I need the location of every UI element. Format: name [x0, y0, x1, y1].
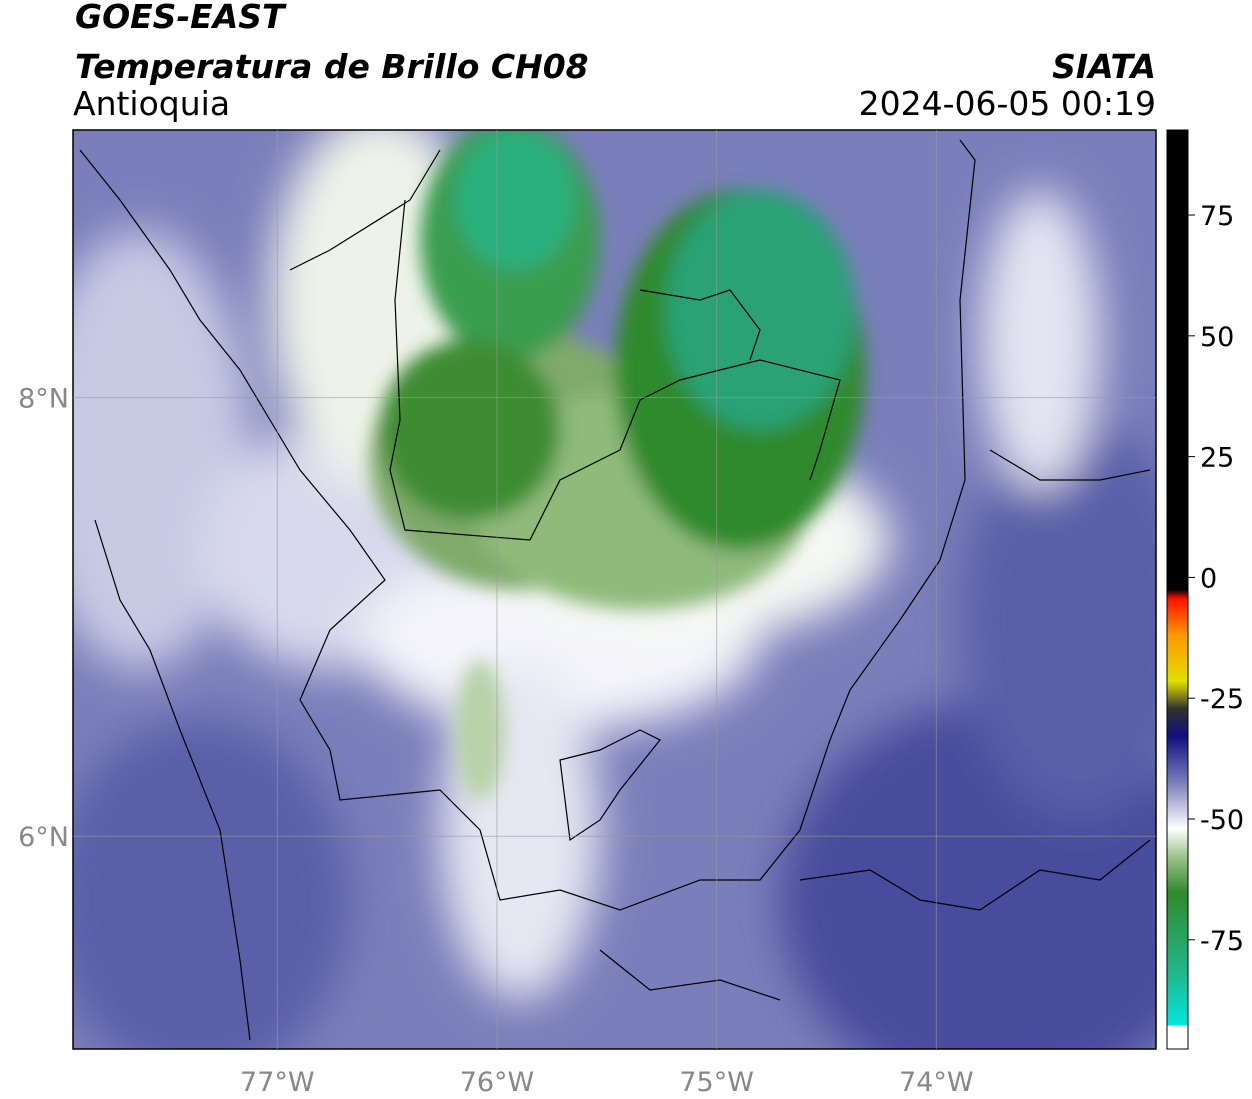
map-frame	[72, 129, 1157, 1050]
colorbar-tick-label: -50	[1200, 805, 1244, 836]
x-tick-label: 75°W	[679, 1067, 754, 1098]
y-tick-label: 6°N	[18, 822, 69, 853]
map-image	[73, 130, 1156, 1049]
region: Antioquia	[73, 84, 230, 123]
colorbar-tick-label: -75	[1200, 926, 1244, 957]
source: SIATA	[1052, 47, 1156, 86]
x-tick-label: 74°W	[899, 1067, 974, 1098]
colorbar-tick-label: -25	[1200, 684, 1244, 715]
title: GOES-EAST	[75, 0, 287, 36]
colorbar-tick-label: 50	[1200, 322, 1234, 353]
datetime: 2024-06-05 00:19	[859, 84, 1156, 123]
x-tick-label: 77°W	[240, 1067, 315, 1098]
colorbar-tick-label: 75	[1200, 201, 1234, 232]
x-tick-label: 76°W	[460, 1067, 535, 1098]
colorbar	[1166, 129, 1189, 1050]
colorbar-tick-label: 25	[1200, 443, 1234, 474]
y-tick-label: 8°N	[18, 384, 69, 415]
colorbar-tick-label: 0	[1200, 563, 1217, 594]
subtitle: Temperatura de Brillo CH08	[75, 47, 589, 86]
